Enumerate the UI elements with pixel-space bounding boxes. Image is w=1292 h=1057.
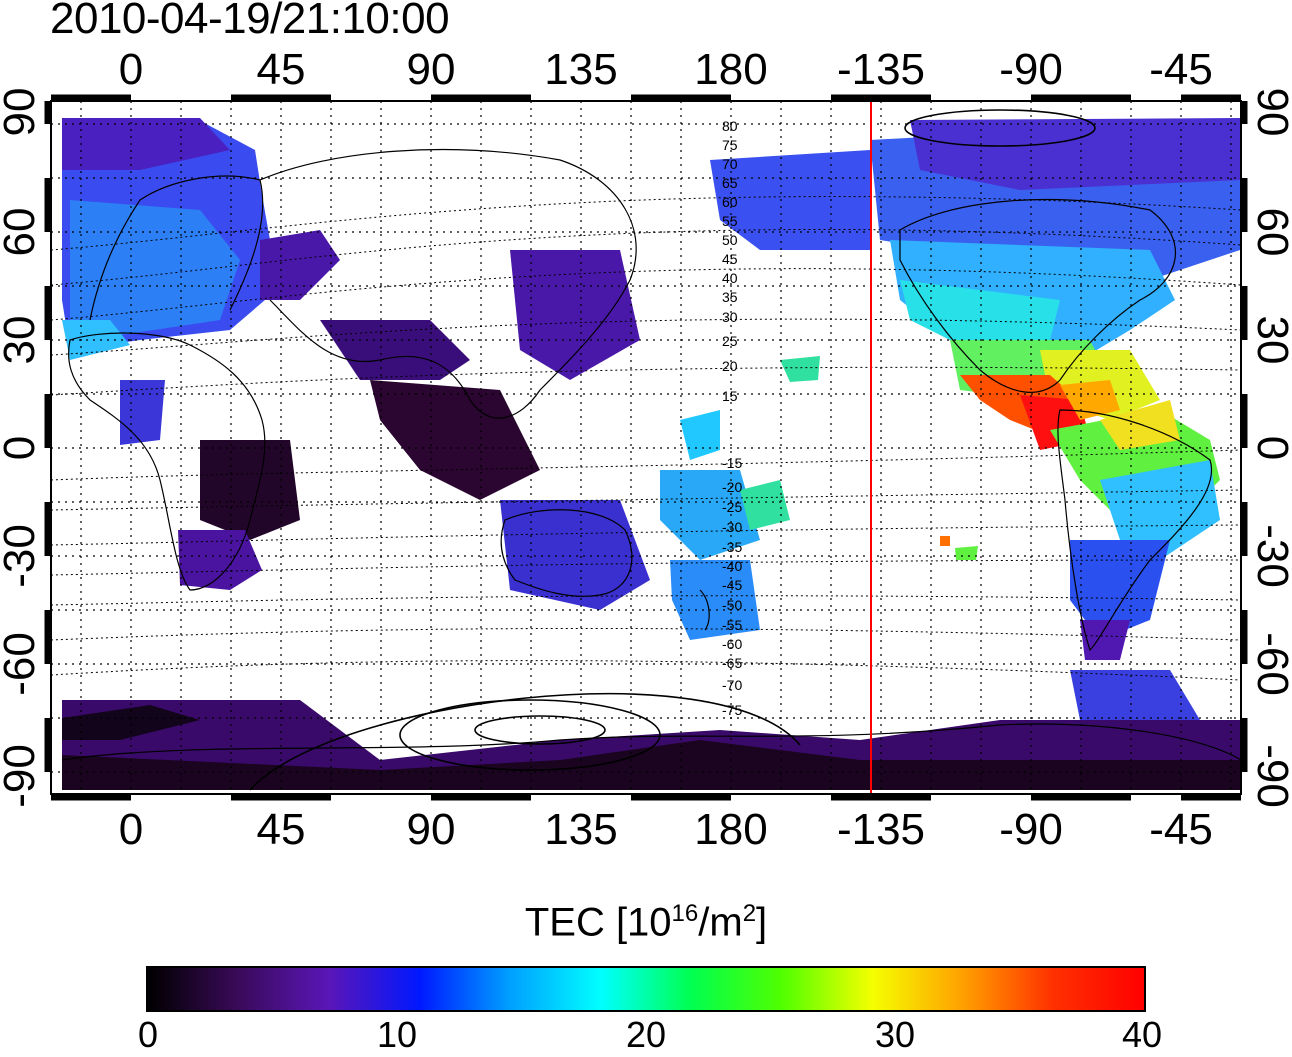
colorbar-title-exp2: 2 [742,900,757,927]
top-tick-label: 135 [544,45,617,94]
bottom-tick-label: 180 [694,805,767,854]
contour-label: -30 [722,519,742,535]
colorbar-tick-label: 40 [1121,1014,1163,1055]
contour-label: 45 [722,251,738,267]
asia-coastline [259,149,637,419]
contour-label: -60 [722,636,742,652]
map-border-bars [44,94,1248,801]
colorbar-title: TEC [1016/m2] [0,900,1292,945]
top-tick-label: -135 [837,45,925,94]
contour-label: 15 [722,388,738,404]
africa-coastline [68,332,266,591]
contour-label: 75 [722,137,738,153]
colorbar-title-end: ] [756,900,768,945]
right-tick-label: 90 [1248,88,1292,137]
right-tick-label: -30 [1248,524,1292,588]
contour-label: -40 [722,558,742,574]
antarctica-coastline [61,723,1241,761]
magnetic-latitude-contours [51,196,1241,681]
colorbar-tick-label: 30 [874,1014,916,1055]
tec-colorbar [146,966,1146,1012]
colorbar-title-mid: /m [698,900,743,945]
left-tick-label: -90 [0,744,44,808]
contour-label: -75 [722,702,742,718]
left-latitude-labels: 90 60 30 0 -30 -60 -90 [0,88,44,808]
contour-label: -65 [722,655,742,671]
contour-label: -25 [722,499,742,515]
contour-label: 20 [722,358,738,374]
tec-north-pacific-patch [710,150,870,250]
contour-labels: 80 75 70 65 60 55 50 45 40 35 30 25 20 1… [722,118,742,718]
right-tick-label: -90 [1248,744,1292,808]
left-tick-label: -60 [0,632,44,696]
south-america-coastline [1057,409,1213,652]
bottom-tick-label: 0 [119,805,143,854]
contour-label: 25 [722,333,738,349]
tec-asia-patch [260,230,340,300]
contour-label: -35 [722,539,742,555]
contour-label: -70 [722,677,742,693]
contour-label: 65 [722,175,738,191]
contour-label: 50 [722,232,738,248]
europe-coastline [89,175,264,321]
contour-label: -55 [722,617,742,633]
coastlines [61,149,1241,761]
tec-australia-patch [500,500,650,610]
colorbar-title-exp: 16 [671,900,699,927]
contour-label: 70 [722,156,738,172]
top-tick-label: -90 [999,45,1063,94]
top-tick-label: 90 [407,45,456,94]
colorbar-tick-label: 20 [625,1014,667,1055]
right-tick-label: 0 [1248,436,1292,460]
contour-label: 40 [722,270,738,286]
top-tick-label: 180 [694,45,767,94]
left-tick-label: 0 [0,436,44,460]
contour-label: -20 [722,479,742,495]
right-tick-label: 60 [1248,208,1292,257]
contour-label: 30 [722,309,738,325]
top-tick-label: -45 [1149,45,1213,94]
right-latitude-labels: 90 60 30 0 -30 -60 -90 [1248,88,1292,808]
contour-label: 35 [722,289,738,305]
map-timestamp-title: 2010-04-19/21:10:00 [50,0,450,43]
tec-data-layer [62,118,1240,790]
colorbar-title-main: TEC [10 [524,900,672,945]
contour-label: 55 [722,213,738,229]
tec-world-map: 80 75 70 65 60 55 50 45 40 35 30 25 20 1… [0,45,1292,854]
bottom-longitude-labels: 0 45 90 135 180 -135 -90 -45 [119,805,1213,854]
bottom-tick-label: -90 [999,805,1063,854]
top-longitude-labels: 0 45 90 135 180 -135 -90 -45 [119,45,1213,94]
bottom-tick-label: -45 [1149,805,1213,854]
left-tick-label: 30 [0,316,44,365]
left-tick-label: -30 [0,524,44,588]
australia-coastline [500,509,633,597]
left-tick-label: 90 [0,88,44,137]
right-tick-label: 30 [1248,316,1292,365]
contour-label: 80 [722,118,738,134]
bottom-tick-label: 90 [407,805,456,854]
bottom-tick-label: 135 [544,805,617,854]
contour-label: -45 [722,577,742,593]
north-america-coastline [899,198,1177,393]
new-zealand-coastline [699,589,710,631]
bottom-tick-label: 45 [257,805,306,854]
colorbar-tick-label: 0 [137,1014,159,1055]
right-tick-label: -60 [1248,632,1292,696]
top-tick-label: 45 [257,45,306,94]
contour-label: -50 [722,597,742,613]
bottom-tick-label: -135 [837,805,925,854]
graticule [51,101,1241,794]
contour-label: 60 [722,194,738,210]
magnetic-pole-contours [249,109,1096,791]
left-tick-label: 60 [0,208,44,257]
top-tick-label: 0 [119,45,143,94]
contour-label: -15 [722,455,742,471]
colorbar-tick-label: 10 [376,1014,418,1055]
